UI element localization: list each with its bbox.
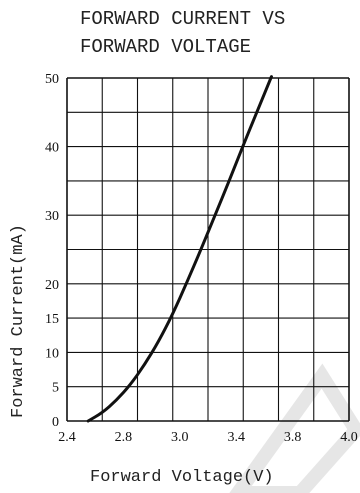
y-tick-label: 10 bbox=[45, 346, 59, 361]
x-tick-label: 3.4 bbox=[227, 430, 245, 445]
chart-title-line2: FORWARD VOLTAGE bbox=[80, 36, 251, 58]
y-tick-label: 20 bbox=[45, 278, 59, 293]
x-tick-label: 4.0 bbox=[340, 430, 358, 445]
series-line bbox=[86, 75, 273, 423]
x-axis-label: Forward Voltage(V) bbox=[90, 468, 274, 487]
y-tick-label: 30 bbox=[45, 209, 59, 224]
y-tick-label: 15 bbox=[45, 312, 59, 327]
watermark-triangle-icon bbox=[229, 363, 360, 493]
y-tick-label: 40 bbox=[45, 141, 59, 156]
x-tick-label: 2.8 bbox=[115, 430, 133, 445]
x-tick-label: 3.0 bbox=[171, 430, 189, 445]
plot-area: 2.4 2.8 3.0 3.4 3.8 4.0 0 5 10 15 20 30 40 50 bbox=[45, 72, 358, 445]
y-axis-label: Forward Current(mA) bbox=[9, 224, 28, 418]
y-tick-label: 0 bbox=[52, 415, 59, 430]
y-tick-label: 5 bbox=[52, 381, 59, 396]
x-tick-label: 2.4 bbox=[58, 430, 76, 445]
y-tick-label: 50 bbox=[45, 72, 59, 87]
x-tick-label: 3.8 bbox=[284, 430, 302, 445]
chart-title-line1: FORWARD CURRENT VS bbox=[80, 8, 285, 30]
